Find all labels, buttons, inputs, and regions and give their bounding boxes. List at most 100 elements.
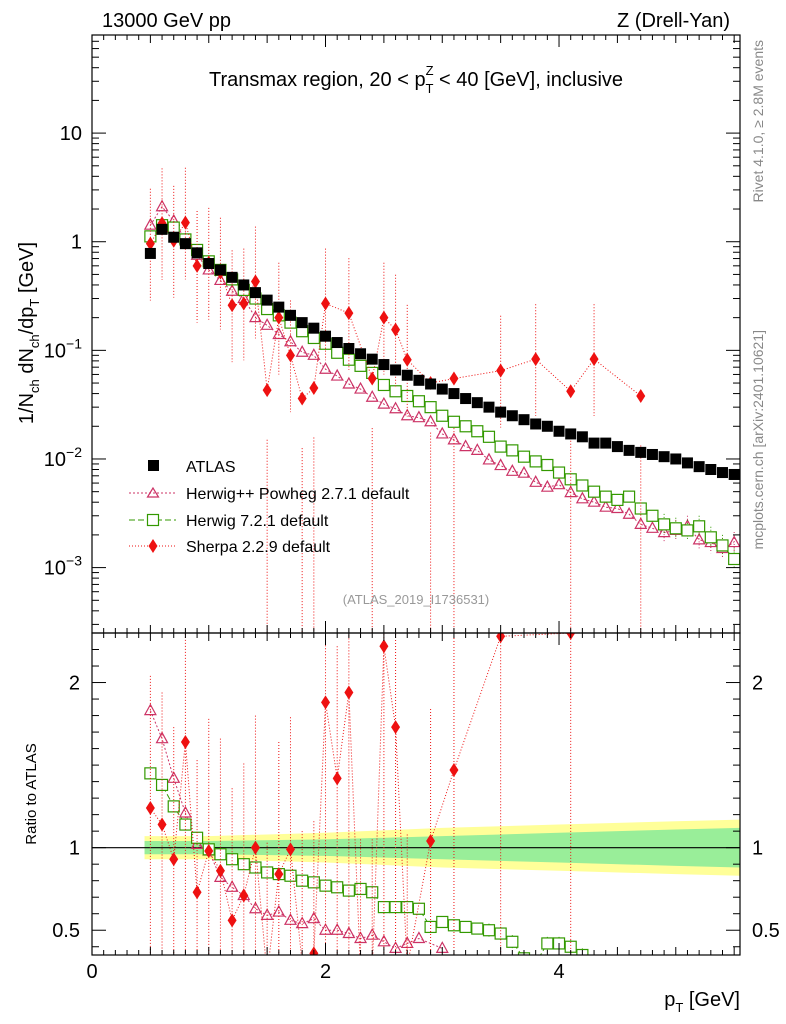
atlas-main-point [658, 451, 670, 463]
herwig7-ratio-point [296, 874, 309, 887]
herwig-pp-main-point [587, 494, 601, 507]
herwig7-ratio-point [482, 924, 496, 937]
herwig7-main-point [447, 415, 461, 428]
plot-title-main: Transmax region, 20 < p [209, 69, 426, 91]
herwig7-main-point [728, 552, 740, 566]
atlas-main-point [343, 342, 355, 354]
sherpa-ratio-point [227, 913, 237, 928]
y-tick-label: 10 [60, 123, 82, 145]
main-y-axis-label: 1/Nch dNch/dpT [GeV] [16, 242, 42, 424]
herwig-pp-main-point [692, 532, 706, 545]
sherpa-ratio-point [239, 888, 249, 903]
sherpa-main-point [192, 258, 202, 273]
atlas-main-point [168, 231, 180, 243]
xlabel-part: [GeV] [683, 989, 740, 1011]
y-tick-label: 10−3 [44, 553, 82, 580]
herwig-pp-main-point [260, 318, 274, 330]
herwig7-main-point [646, 509, 659, 522]
herwig7-ratio-point [447, 919, 461, 932]
atlas-main-point [413, 374, 425, 386]
atlas-main-point [226, 271, 238, 283]
herwig-pp-ratio-point [400, 936, 414, 949]
herwig7-ratio-point [366, 886, 379, 899]
x-tick-label: 2 [320, 961, 331, 983]
herwig7-main-point [389, 385, 402, 398]
herwig7-main-point [529, 455, 542, 468]
sherpa-ratio-point [263, 968, 272, 982]
atlas-main-point [530, 418, 542, 430]
atlas-main-point [670, 453, 682, 465]
sherpa-ratio-point [426, 834, 436, 849]
atlas-main-point [191, 247, 203, 259]
herwig7-main-point [622, 490, 636, 503]
atlas-main-point [156, 223, 168, 235]
atlas-main-point [495, 406, 507, 418]
sherpa-main-point [344, 306, 354, 321]
atlas-main-point [308, 322, 320, 334]
sherpa-main-point [180, 215, 190, 230]
atlas-main-point [401, 369, 413, 381]
herwig-pp-main-point [610, 501, 624, 514]
herwig7-main-point [342, 353, 355, 366]
ylabel-sub: ch [27, 379, 42, 393]
herwig7-main-point [669, 522, 682, 535]
herwig-pp-ratio-point [307, 911, 321, 924]
herwig-pp-ratio-point [143, 703, 157, 716]
herwig-pp-ratio-point [248, 901, 262, 914]
atlas-main-point [588, 437, 600, 449]
sherpa-main-point [285, 348, 295, 363]
sherpa-ratio-point [403, 960, 412, 974]
y-tick-label: 10−1 [44, 335, 82, 362]
atlas-main-point [144, 247, 156, 259]
sherpa-main-point [449, 371, 459, 386]
sherpa-main-point [250, 274, 260, 289]
herwig7-main-point [482, 430, 496, 443]
atlas-main-point [705, 464, 717, 476]
y-tick-label: 1 [71, 232, 82, 254]
legend-herwig7-label: Herwig 7.2.1 default [186, 513, 329, 530]
herwig-pp-main-point [365, 390, 379, 402]
sherpa-ratio-point [169, 852, 179, 867]
y-tick-base: 10 [44, 449, 66, 471]
atlas-main-point [646, 448, 658, 460]
herwig-pp-main-point [354, 381, 368, 394]
herwig7-main-point [506, 444, 519, 457]
herwig7-ratio-point [471, 922, 484, 935]
herwig-pp-main-point [295, 345, 309, 357]
herwig7-main-point [552, 466, 566, 479]
legend-herwig-pp-label: Herwig++ Powheg 2.7.1 default [186, 486, 410, 503]
sherpa-ratio-point [368, 965, 377, 979]
herwig-pp-ratio-point [213, 870, 227, 882]
mcplots-reference-label: mcplots.cern.ch [arXiv:2401.10621] [750, 330, 766, 549]
sherpa-ratio-point [180, 734, 190, 749]
herwig7-main-point [611, 493, 624, 507]
sherpa-main-point [239, 296, 249, 311]
sherpa-main-point [227, 298, 237, 313]
herwig-pp-main-point [540, 479, 554, 492]
atlas-main-point [331, 337, 343, 349]
herwig-pp-main-point [505, 464, 519, 476]
herwig7-main-point [517, 450, 531, 463]
ratio-axis-ticks: 0 2 4 2 2 1 1 0.5 0.5 [52, 632, 780, 983]
plot-title-subscript: T [426, 81, 434, 96]
atlas-main-point [553, 425, 565, 437]
herwig-pp-ratio-point [318, 922, 333, 935]
atlas-main-point [448, 388, 460, 400]
herwig7-ratio-point [237, 858, 250, 871]
sherpa-ratio-point [449, 763, 459, 778]
atlas-main-point [320, 330, 332, 342]
herwig7-main-point [471, 425, 484, 438]
sherpa-ratio-point [145, 801, 155, 816]
herwig-pp-main-line [149, 205, 735, 550]
atlas-main-point [284, 309, 296, 321]
sherpa-main-point [262, 383, 272, 398]
herwig-pp-ratio-point [342, 926, 356, 939]
atlas-main-point [541, 420, 553, 432]
atlas-main-point [716, 467, 728, 479]
sherpa-main-point [589, 352, 599, 367]
herwig-pp-main-point [494, 458, 508, 471]
herwig7-ratio-point [354, 882, 367, 896]
sherpa-main-point [402, 352, 412, 367]
